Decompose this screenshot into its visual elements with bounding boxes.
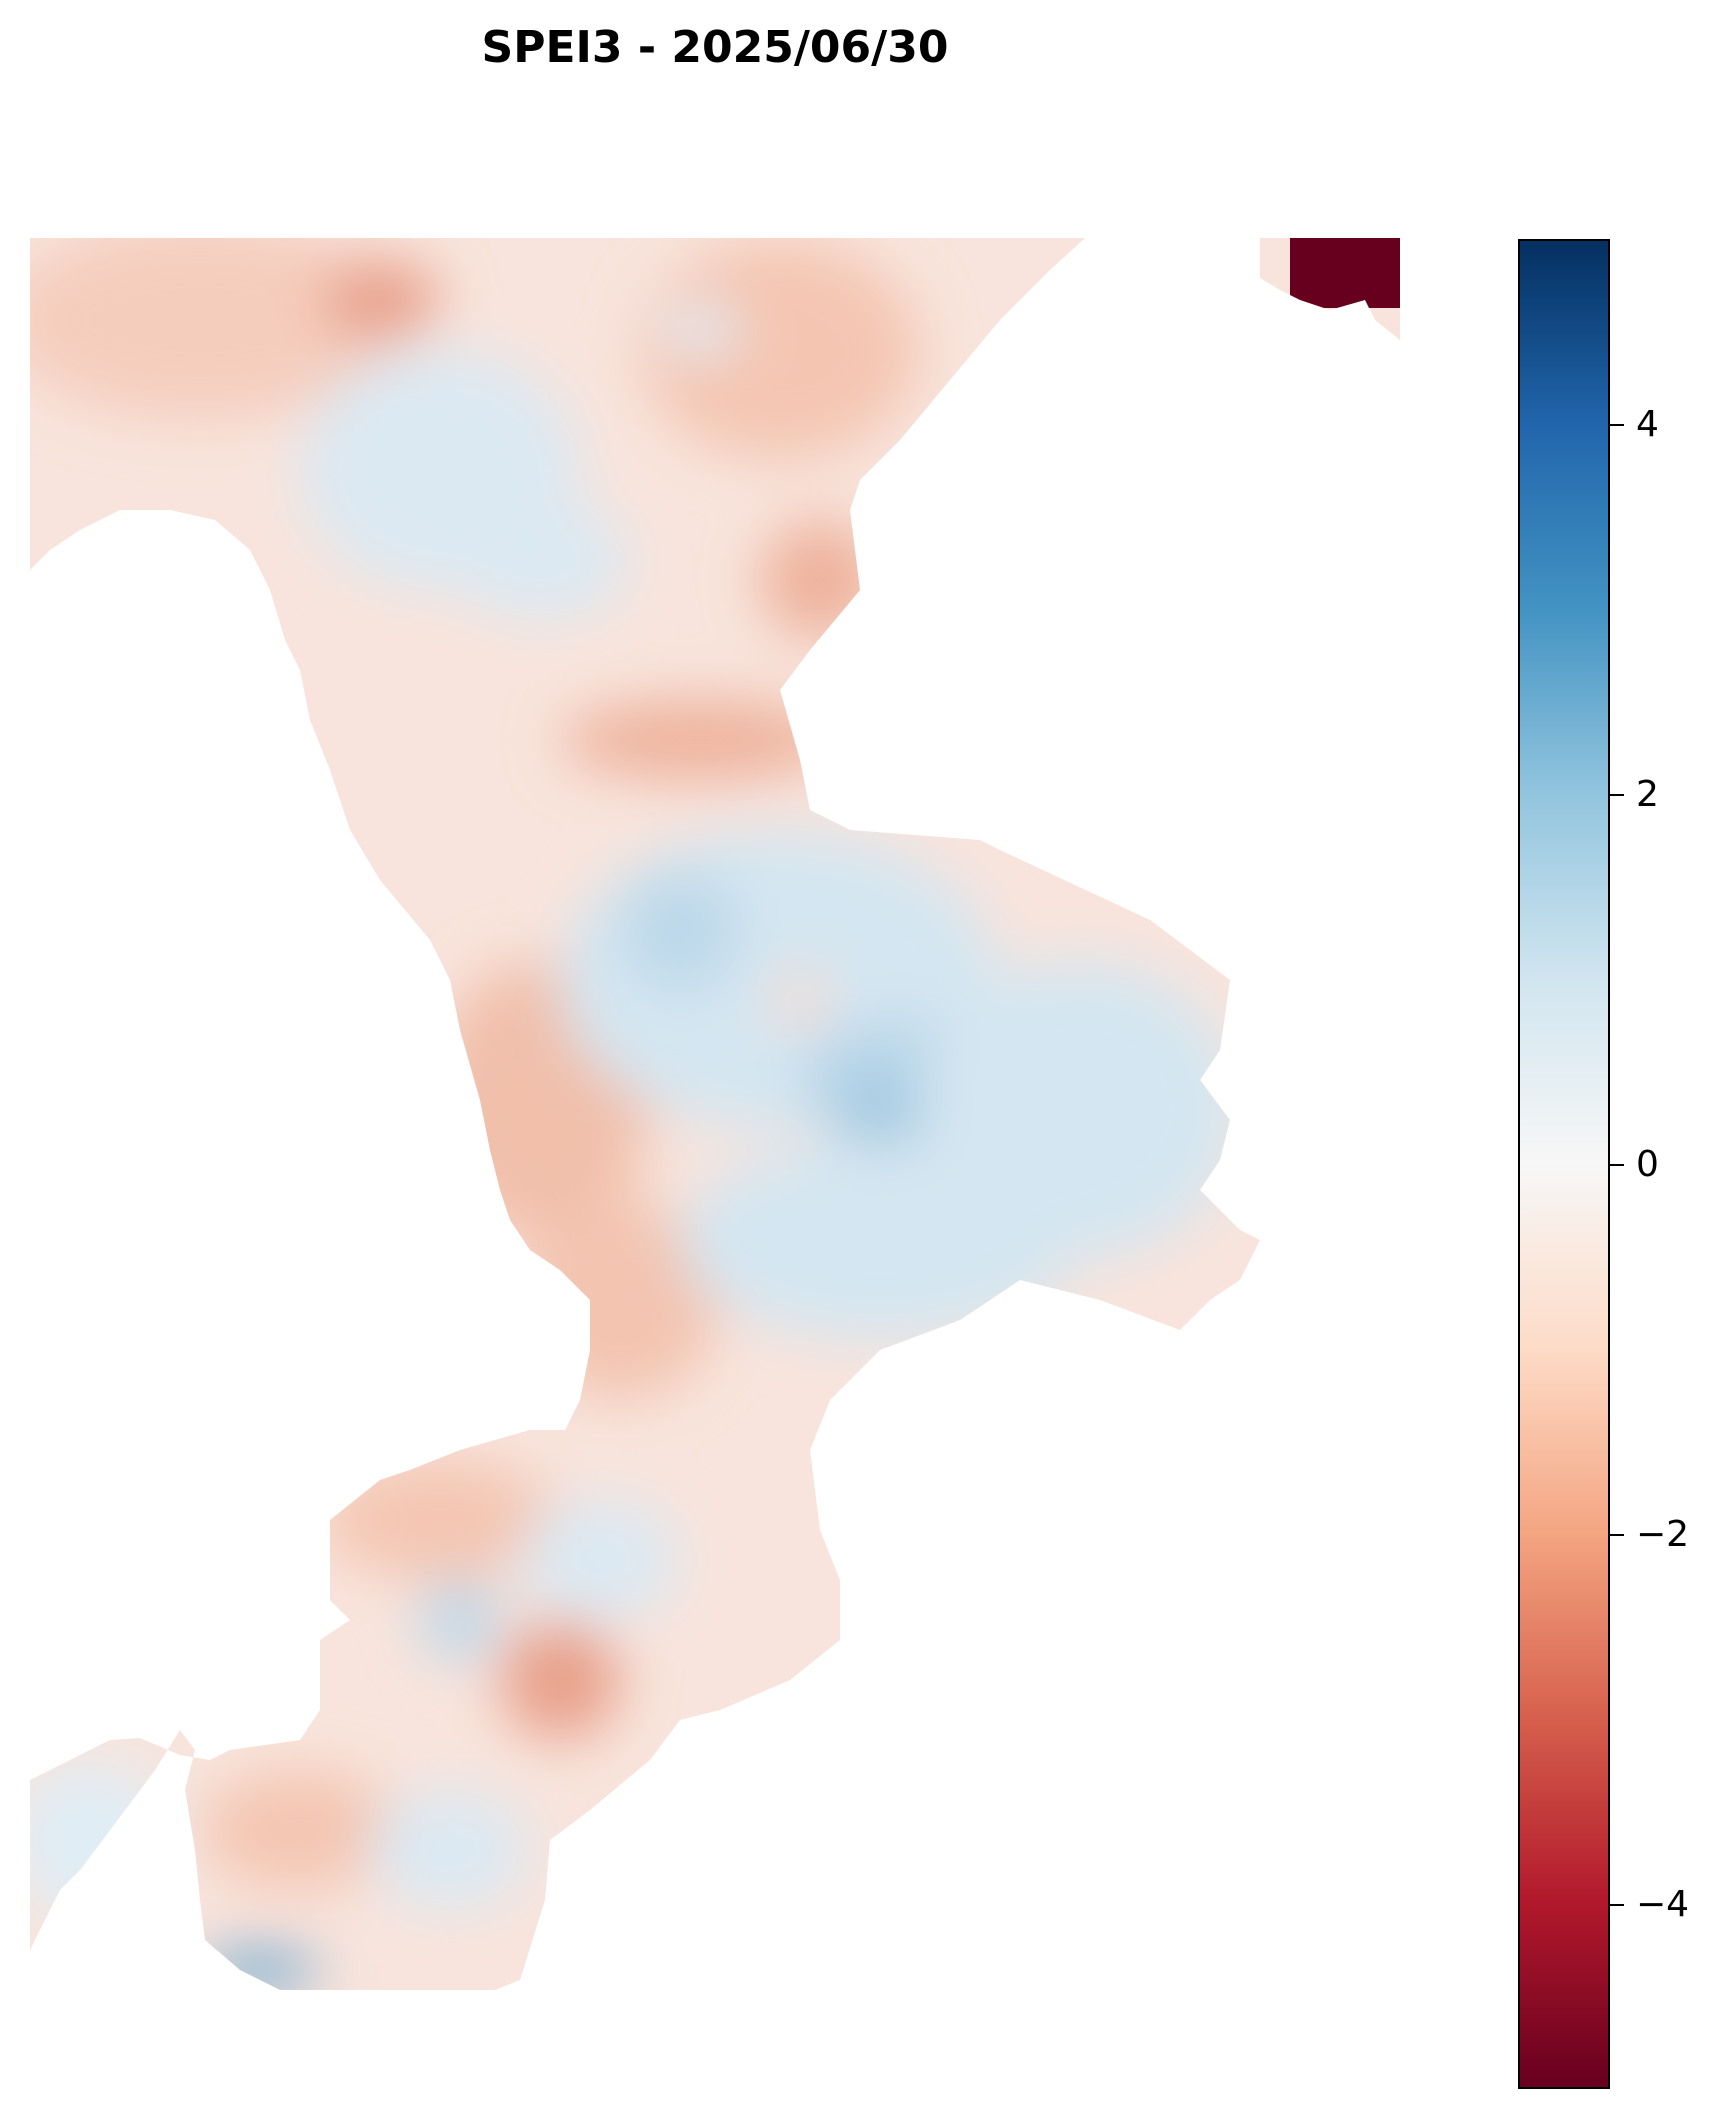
colorbar-tick-minus-2 — [1610, 1534, 1624, 1536]
colorbar-tick-label-minus-4: −4 — [1636, 1884, 1690, 1925]
colorbar-tick-label-minus-2: −2 — [1636, 1514, 1690, 1555]
map-title: SPEI3 - 2025/06/30 — [481, 22, 949, 73]
colorbar-tick-label-2: 2 — [1636, 774, 1659, 815]
colorbar-tick-4 — [1610, 424, 1624, 426]
colorbar-tick-label-0: 0 — [1636, 1144, 1659, 1185]
colorbar-tick-2 — [1610, 794, 1624, 796]
colorbar — [1518, 239, 1610, 2089]
colorbar-tick-0 — [1610, 1164, 1624, 1166]
colorbar-tick-minus-4 — [1610, 1904, 1624, 1906]
colorbar-tick-label-4: 4 — [1636, 404, 1659, 445]
